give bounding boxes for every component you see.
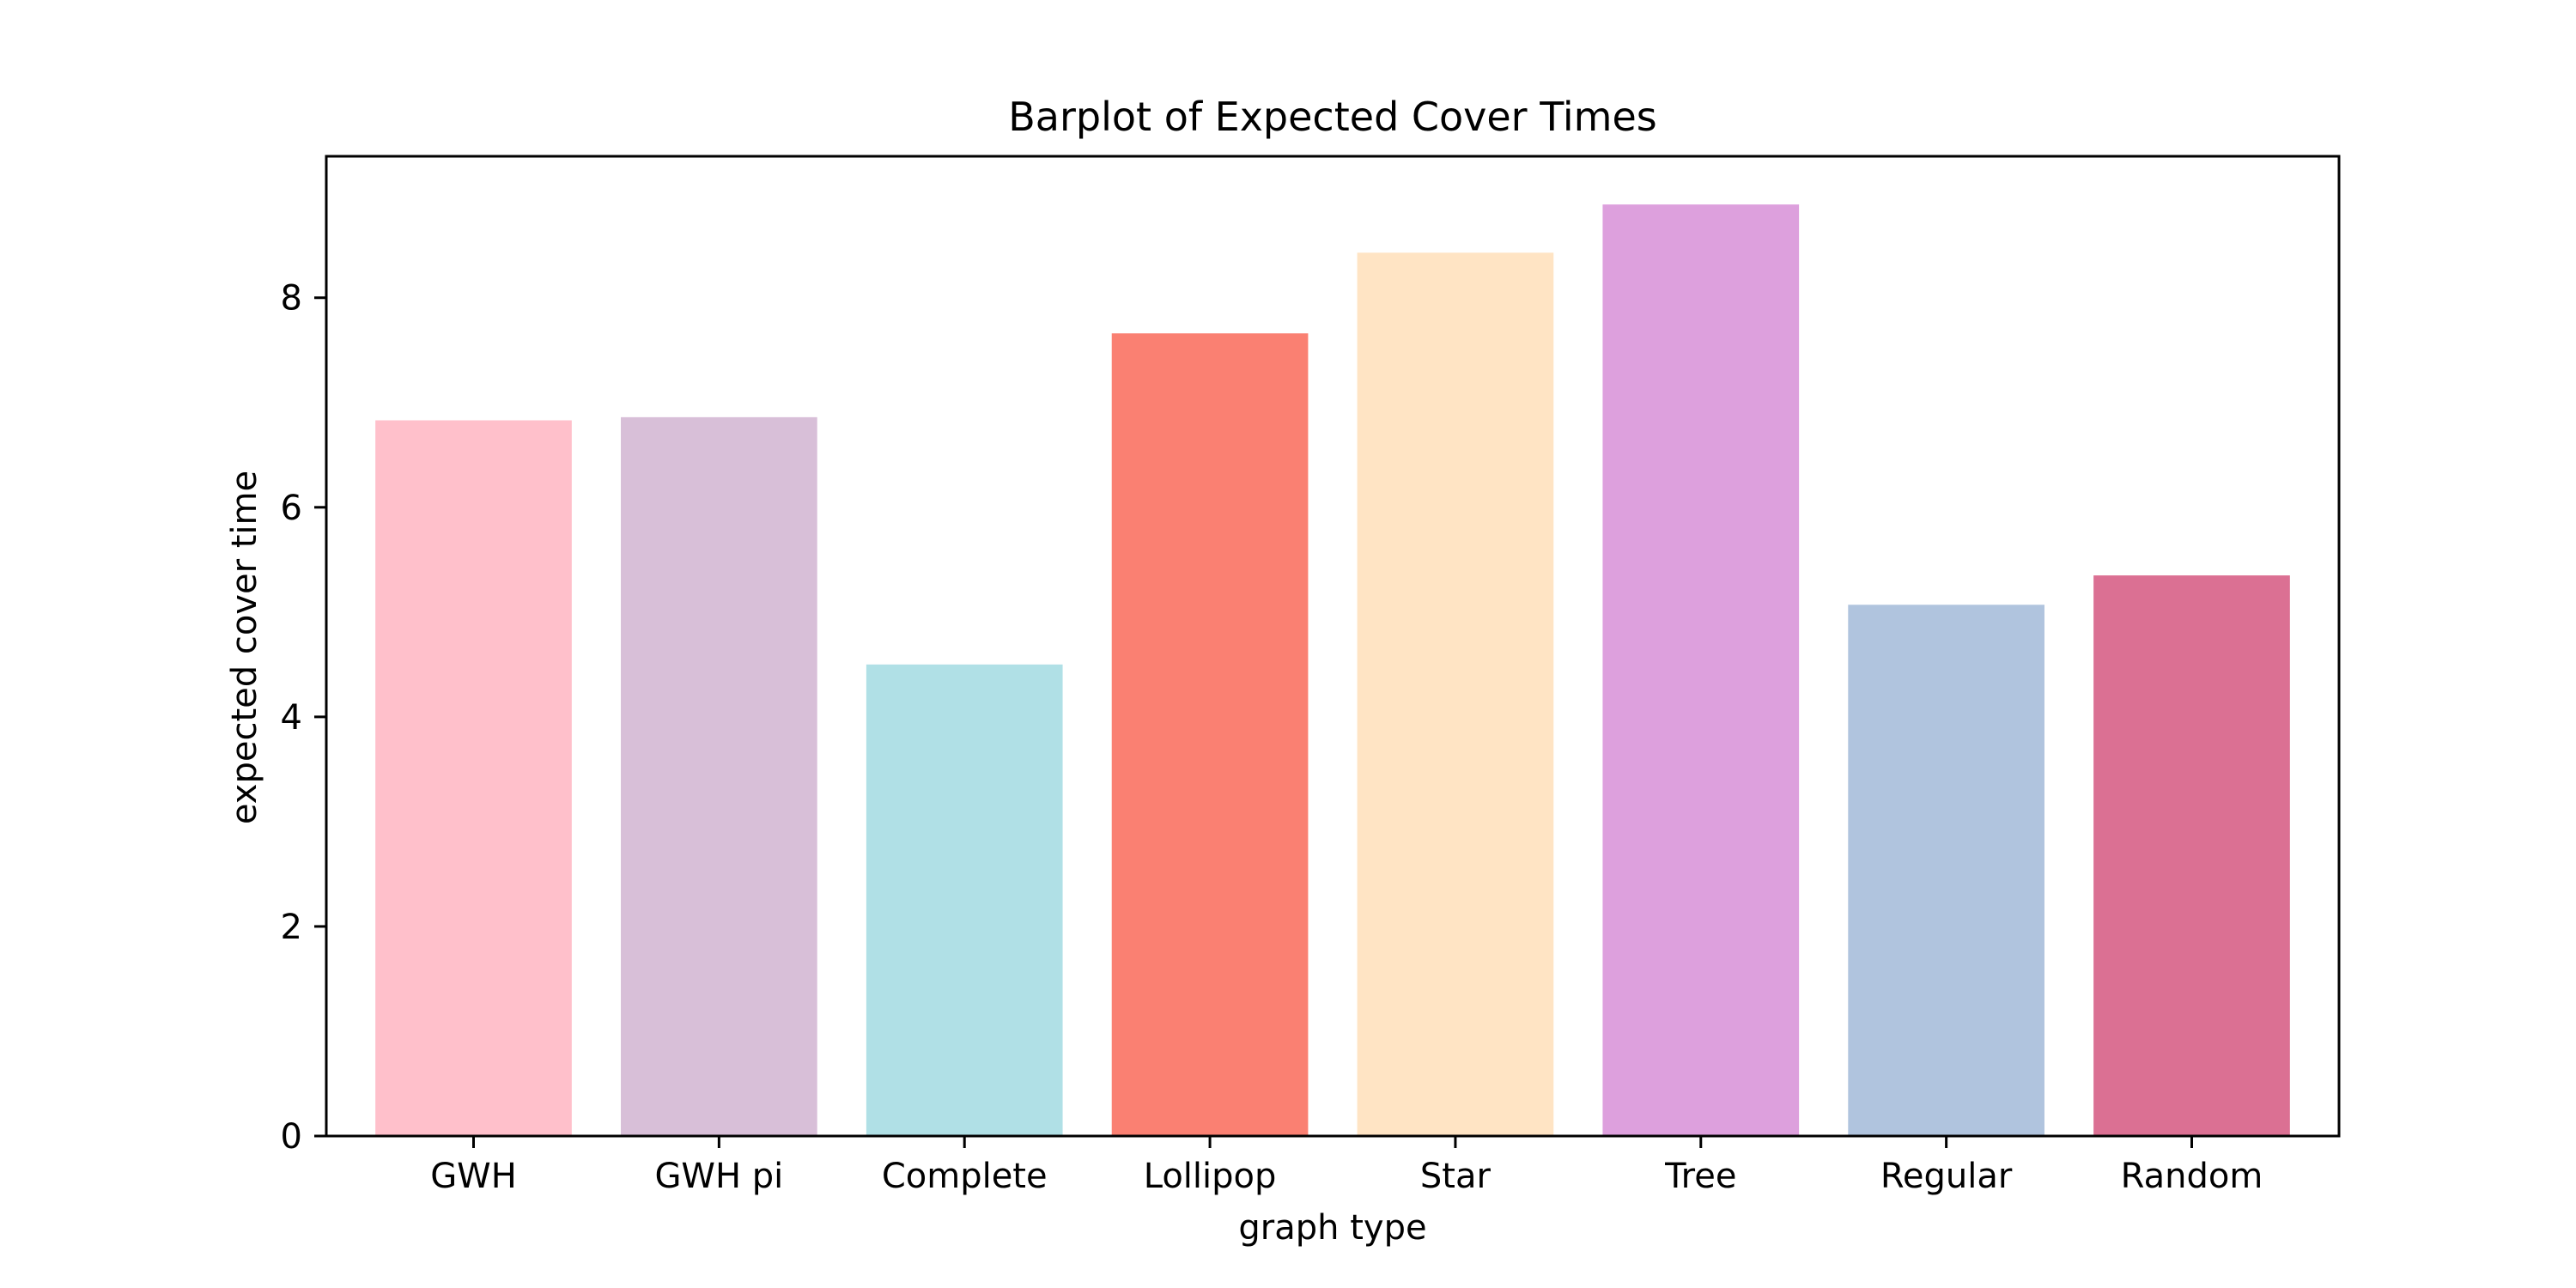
axes-layer: GWH GWH pi Complete Lollipop Star Tree Regular…: [281, 155, 2341, 1196]
x-axis-label: graph type: [1238, 1208, 1426, 1248]
bar-regular: [1848, 605, 2044, 1136]
x-tick-label: GWH pi: [654, 1157, 783, 1196]
x-tick-label: Complete: [882, 1157, 1048, 1196]
bar-tree: [1602, 204, 1800, 1136]
bar-gwh: [375, 420, 572, 1136]
x-tick-label: Star: [1420, 1157, 1492, 1196]
bar-lollipop: [1111, 333, 1309, 1136]
x-tick-label: Random: [2121, 1157, 2263, 1196]
y-tick-label: 2: [281, 908, 302, 947]
x-tick-label: GWH: [430, 1157, 517, 1196]
y-tick-label: 4: [281, 698, 302, 738]
x-tick-label: Regular: [1880, 1157, 2013, 1196]
y-axis-label: expected cover time: [225, 471, 264, 824]
y-tick-label: 6: [281, 489, 302, 528]
bar-gwh-pi: [621, 416, 817, 1137]
bars-layer: [375, 204, 2290, 1137]
chart-title: Barplot of Expected Cover Times: [1008, 94, 1657, 140]
bar-star: [1357, 252, 1554, 1136]
bar-complete: [866, 664, 1063, 1136]
plot-frame: [325, 155, 2341, 1138]
y-tick-label: 8: [281, 279, 302, 319]
bar-random: [2093, 575, 2290, 1136]
x-tick-label: Tree: [1664, 1157, 1736, 1196]
y-tick-label: 0: [281, 1117, 302, 1157]
x-tick-label: Lollipop: [1144, 1157, 1277, 1196]
